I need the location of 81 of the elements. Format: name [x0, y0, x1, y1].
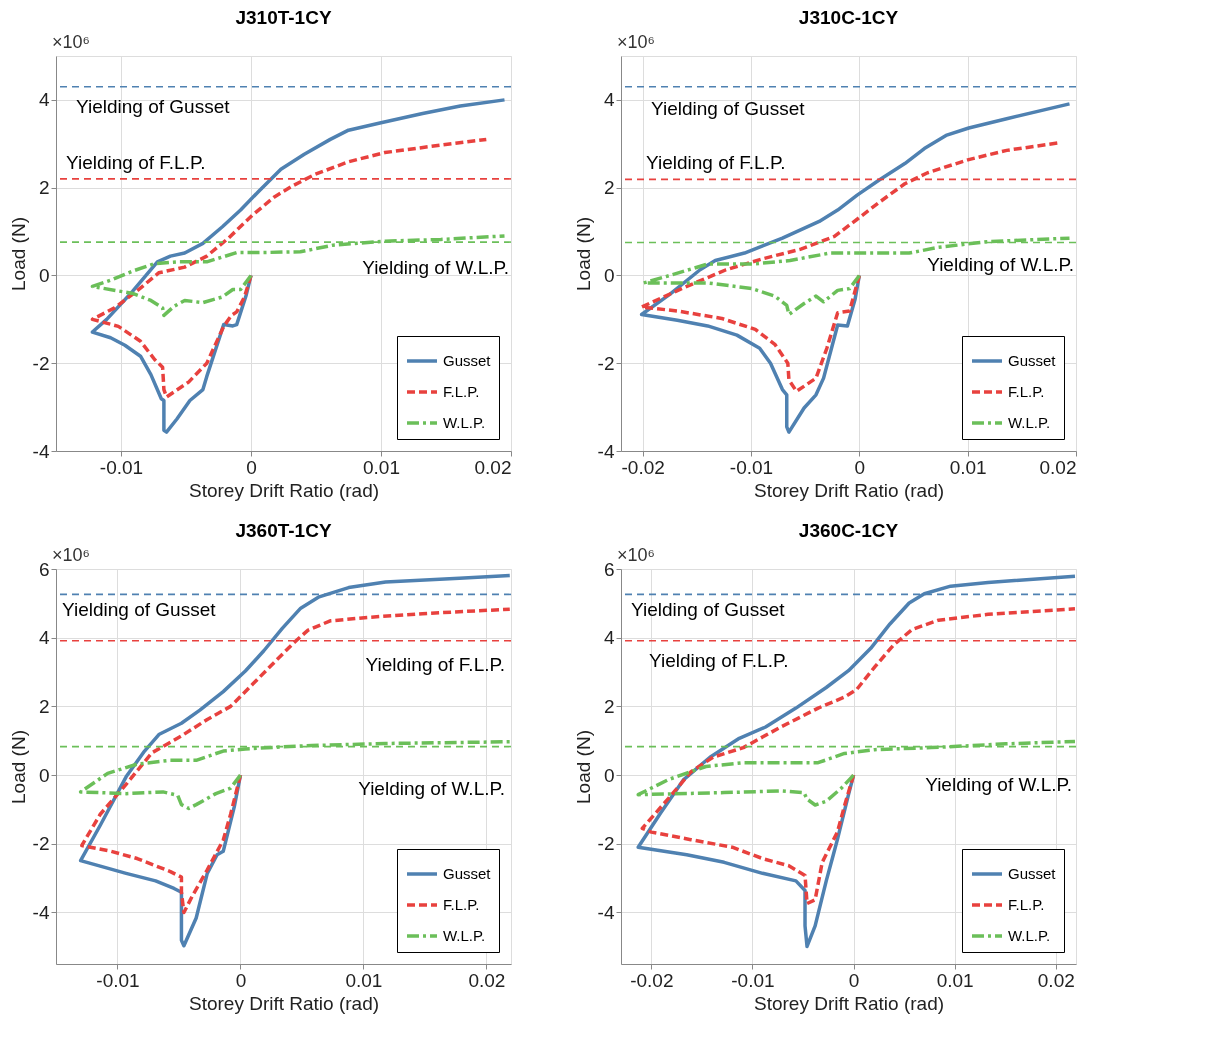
y-tick-label: 2 [38, 177, 50, 199]
ref-line-label: Yielding of W.L.P. [362, 257, 509, 279]
ref-line-label: Yielding of W.L.P. [927, 253, 1074, 275]
x-tick-label: 0.01 [936, 969, 974, 991]
y-axis-title: Load (N) [572, 730, 594, 804]
legend-label: W.L.P. [443, 927, 486, 944]
ref-line-label: Yielding of F.L.P. [649, 649, 789, 671]
legend-label: F.L.P. [443, 383, 480, 400]
y-tick-label: -4 [32, 901, 50, 923]
chart-title: J310T-1CY [235, 7, 332, 28]
ref-line-label: Yielding of F.L.P. [365, 653, 505, 675]
ref-line-label: Yielding of F.L.P. [646, 152, 786, 174]
ref-line-label: Yielding of F.L.P. [66, 151, 206, 173]
y-tick-label: 0 [603, 264, 615, 286]
x-tick-label: 0.01 [363, 456, 400, 478]
y-tick-label: -4 [597, 440, 615, 462]
text: ×10⁶ [52, 32, 90, 52]
line-series [639, 102, 1072, 434]
y-tick-label: 0 [38, 764, 50, 786]
ref-line-label: Yielding of Gusset [62, 599, 217, 621]
x-tick-label: -0.02 [621, 456, 665, 478]
y-tick-label: 4 [603, 627, 615, 649]
y-axis-title: Load (N) [7, 730, 29, 804]
x-tick-label: -0.01 [731, 969, 775, 991]
legend-label: F.L.P. [443, 896, 480, 913]
x-tick-label: 0 [854, 456, 866, 478]
chart-title: J360C-1CY [798, 520, 899, 541]
legend-label: F.L.P. [1008, 383, 1045, 400]
y-tick-label: -4 [32, 440, 50, 462]
x-tick-label: 0.02 [474, 456, 512, 478]
y-tick-label: -4 [597, 901, 615, 923]
x-tick-label: 0 [246, 456, 257, 478]
ref-line-label: Yielding of Gusset [631, 599, 786, 621]
y-tick-label: -2 [32, 833, 50, 855]
x-axis-title: Storey Drift Ratio (rad) [188, 992, 380, 1014]
ref-line-label: Yielding of W.L.P. [358, 777, 505, 799]
y-tick-label: 4 [603, 89, 615, 111]
chart-title: J310C-1CY [798, 7, 899, 28]
ref-line-label: Yielding of Gusset [651, 97, 806, 119]
ref-line-label: Yielding of Gusset [76, 95, 231, 117]
legend-label: W.L.P. [443, 414, 486, 431]
y-tick-label: -2 [597, 352, 615, 374]
legend-label: Gusset [443, 352, 492, 369]
x-axis-title: Storey Drift Ratio (rad) [753, 992, 945, 1014]
y-axis-title: Load (N) [7, 217, 29, 291]
legend-label: W.L.P. [1008, 927, 1051, 944]
x-axis-title: Storey Drift Ratio (rad) [753, 479, 945, 501]
y-axis-title: Load (N) [572, 217, 594, 291]
x-tick-label: -0.02 [630, 969, 674, 991]
text: ×10⁶ [617, 32, 655, 52]
y-tick-label: 4 [38, 627, 50, 649]
y-tick-label: 0 [603, 764, 615, 786]
legend-label: Gusset [1008, 865, 1057, 882]
text: ×10⁶ [52, 545, 90, 565]
y-tick-label: 2 [38, 695, 50, 717]
legend-label: Gusset [443, 865, 492, 882]
y-tick-label: 6 [38, 558, 50, 580]
legend-label: F.L.P. [1008, 896, 1045, 913]
chart-title: J360T-1CY [235, 520, 332, 541]
ref-line-label: Yielding of W.L.P. [925, 773, 1072, 795]
text: ×10⁶ [617, 545, 655, 565]
x-tick-label: 0 [235, 969, 247, 991]
x-axis-title: Storey Drift Ratio (rad) [188, 479, 380, 501]
y-tick-label: 2 [603, 177, 615, 199]
y-tick-label: 2 [603, 695, 615, 717]
x-tick-label: 0.02 [1037, 969, 1075, 991]
legend-label: Gusset [1008, 352, 1057, 369]
x-tick-label: 0.02 [468, 969, 506, 991]
x-tick-label: -0.01 [99, 456, 144, 478]
x-tick-label: 0 [848, 969, 860, 991]
y-tick-label: 6 [603, 558, 615, 580]
x-tick-label: -0.01 [729, 456, 774, 478]
legend-label: W.L.P. [1008, 414, 1051, 431]
x-tick-label: -0.01 [96, 969, 140, 991]
x-tick-label: 0.01 [345, 969, 383, 991]
x-tick-label: 0.02 [1039, 456, 1077, 478]
y-tick-label: 0 [38, 264, 50, 286]
x-tick-label: 0.01 [949, 456, 987, 478]
y-tick-label: 4 [38, 89, 50, 111]
y-tick-label: -2 [32, 352, 50, 374]
y-tick-label: -2 [597, 833, 615, 855]
